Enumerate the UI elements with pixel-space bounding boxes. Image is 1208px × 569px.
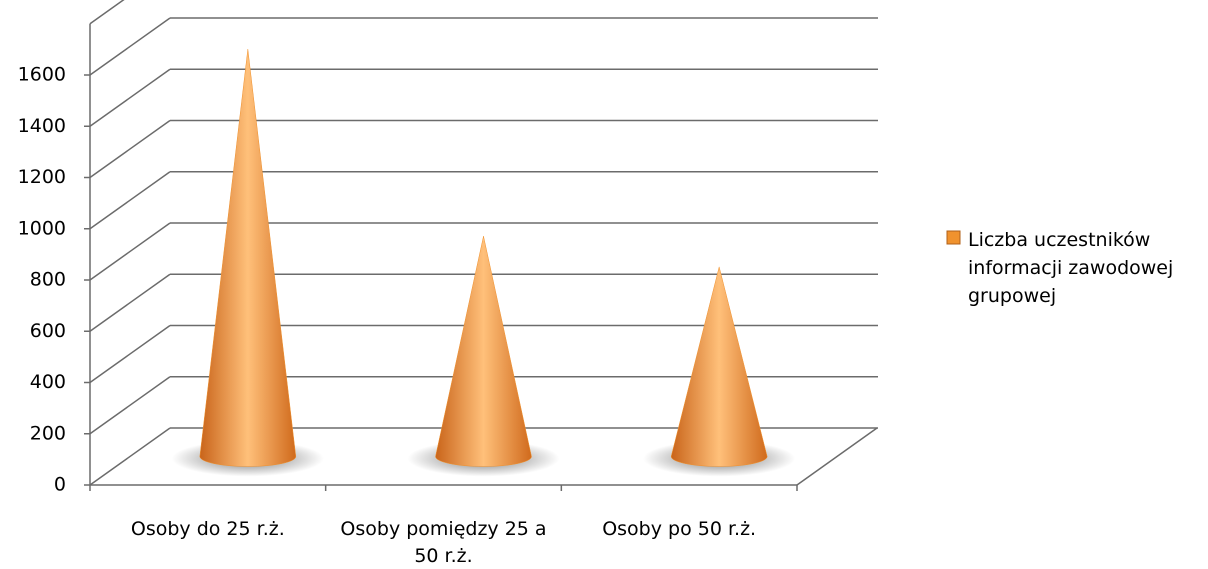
grid-line: [89, 324, 171, 384]
legend-swatch: [946, 230, 961, 245]
grid-line: [89, 273, 171, 332]
x-tick-label: Osoby po 50 r.ż.: [602, 518, 757, 540]
grid-line: [89, 222, 171, 281]
grid-line: [89, 427, 171, 486]
y-tick-label: 800: [30, 269, 66, 291]
y-tick-label: 1600: [18, 64, 66, 86]
floor-right: [796, 427, 878, 486]
cone: [199, 49, 297, 467]
grid-line: [89, 119, 171, 179]
cone: [435, 236, 532, 467]
y-tick-label: 1200: [18, 166, 66, 188]
x-tick-label: Osoby pomiędzy 25 a 50 r.ż.: [340, 518, 547, 567]
cone: [670, 266, 768, 467]
x-tick-label: Osoby do 25 r.ż.: [130, 518, 285, 540]
y-tick-label: 0: [54, 474, 66, 496]
grid-line: [89, 171, 171, 230]
grid-line: [89, 376, 171, 435]
legend-label: Liczba uczestników informacji zawodowej …: [968, 229, 1174, 307]
y-tick-label: 1000: [18, 217, 66, 239]
side-wall-top: [89, 0, 125, 25]
y-tick-label: 400: [30, 371, 66, 393]
y-tick-label: 600: [30, 320, 66, 342]
y-tick-label: 200: [30, 422, 66, 444]
y-tick-label: 1400: [18, 115, 66, 137]
grid-line: [89, 17, 171, 76]
grid-line: [89, 68, 171, 127]
